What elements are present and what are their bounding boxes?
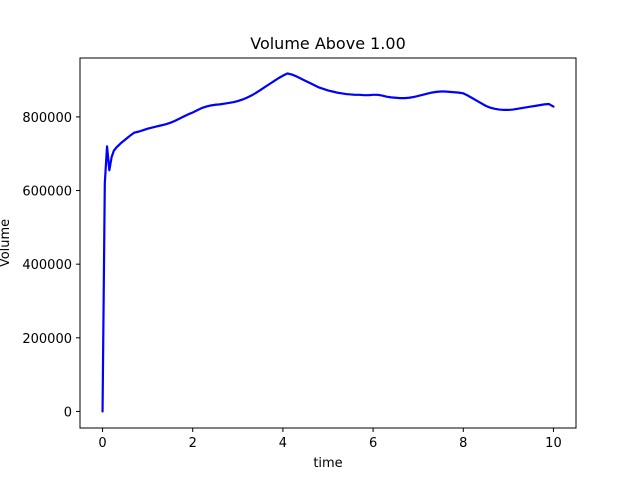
x-tick-label: 2 [189,436,197,451]
y-tick-label: 800000 [22,111,72,126]
y-tick-label: 0 [64,405,72,420]
y-tick-label: 400000 [22,258,72,273]
x-tick-label: 0 [98,436,106,451]
chart-title: Volume Above 1.00 [250,34,406,53]
series-line-0 [101,72,555,413]
axis-ticks: 0 2 4 6 8 10 0 200000 400000 600000 800000 [22,111,561,451]
x-axis-label: time [313,456,342,471]
y-axis-label: Volume [0,219,13,267]
x-tick-label: 4 [279,436,287,451]
y-tick-label: 200000 [22,332,72,347]
x-tick-label: 8 [459,436,467,451]
axes-frame [79,57,577,429]
x-tick-label: 10 [545,436,562,451]
plot-area [101,72,555,413]
x-tick-label: 6 [369,436,377,451]
y-tick-label: 600000 [22,185,72,200]
